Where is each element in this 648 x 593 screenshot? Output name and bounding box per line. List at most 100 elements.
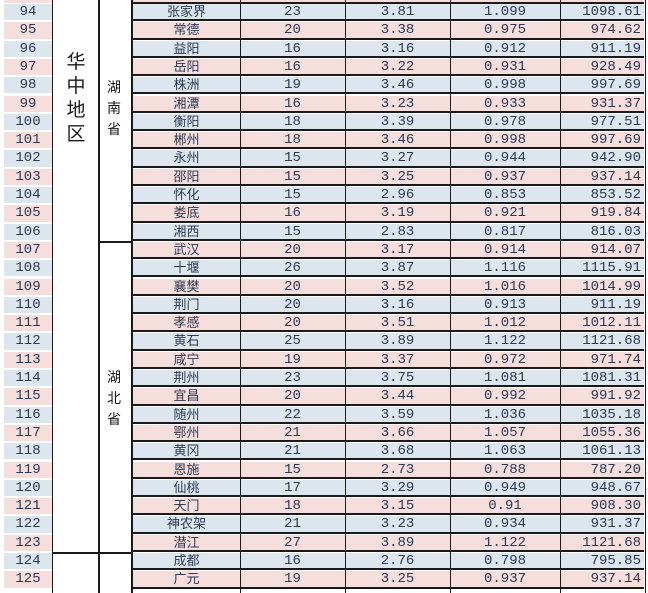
row-number: 113 [4, 351, 52, 369]
count-value: 21 [240, 443, 345, 461]
city-name: 武汉 [133, 241, 240, 260]
value-c: 1012.11 [560, 315, 644, 333]
city-name: 益阳 [133, 40, 240, 58]
value-c: 911.19 [560, 296, 644, 315]
value-b: 1.122 [450, 333, 560, 351]
count-value: 20 [240, 278, 345, 296]
partial-row-cell [240, 0, 345, 4]
count-value: 23 [240, 4, 345, 22]
value-c: 1098.61 [560, 4, 644, 22]
value-c: 931.37 [560, 516, 644, 534]
row-number: 108 [4, 260, 52, 278]
province-label-hunan: 湖南省 [107, 80, 121, 138]
count-value: 20 [240, 296, 345, 315]
value-a: 3.46 [345, 132, 450, 150]
row-number: 115 [4, 388, 52, 406]
count-value: 18 [240, 498, 345, 516]
count-value: 23 [240, 370, 345, 388]
partial-row-cell [345, 0, 450, 4]
row-number: 102 [4, 150, 52, 168]
partial-row-index [4, 0, 52, 4]
count-value: 17 [240, 479, 345, 498]
city-name: 神农架 [133, 516, 240, 534]
row-number: 96 [4, 40, 52, 58]
value-a: 2.83 [345, 223, 450, 241]
row-number: 117 [4, 424, 52, 443]
value-c: 942.90 [560, 150, 644, 168]
value-c: 937.14 [560, 168, 644, 186]
count-value: 19 [240, 351, 345, 369]
value-b: 0.978 [450, 113, 560, 132]
city-name: 黄冈 [133, 443, 240, 461]
value-a: 3.15 [345, 498, 450, 516]
value-b: 0.91 [450, 498, 560, 516]
row-number: 107 [4, 241, 52, 260]
partial-row-cell [450, 0, 560, 4]
value-a: 3.66 [345, 424, 450, 443]
city-name: 张家界 [133, 4, 240, 22]
region-label: 华中地区 [66, 51, 86, 145]
city-name: 成都 [133, 553, 240, 571]
city-name: 永州 [133, 150, 240, 168]
city-name: 衡阳 [133, 113, 240, 132]
value-c: 1035.18 [560, 406, 644, 424]
count-value: 25 [240, 333, 345, 351]
value-c: 997.69 [560, 132, 644, 150]
count-value: 15 [240, 223, 345, 241]
value-c: 948.67 [560, 479, 644, 498]
row-number: 118 [4, 443, 52, 461]
city-name: 宜昌 [133, 388, 240, 406]
row-number: 100 [4, 113, 52, 132]
city-name: 株洲 [133, 77, 240, 95]
value-a: 3.44 [345, 388, 450, 406]
column-divider [131, 0, 133, 593]
value-a: 3.16 [345, 296, 450, 315]
city-name: 郴州 [133, 132, 240, 150]
value-b: 1.081 [450, 370, 560, 388]
value-b: 0.912 [450, 40, 560, 58]
value-c: 1081.31 [560, 370, 644, 388]
value-c: 919.84 [560, 205, 644, 223]
value-b: 1.116 [450, 260, 560, 278]
count-value: 19 [240, 77, 345, 95]
value-a: 3.29 [345, 479, 450, 498]
partial-row-cell [560, 0, 644, 4]
count-value: 19 [240, 571, 345, 589]
row-number: 124 [4, 553, 52, 571]
value-c: 931.37 [560, 95, 644, 113]
value-b: 0.934 [450, 516, 560, 534]
row-number: 120 [4, 479, 52, 498]
city-name: 潜江 [133, 534, 240, 552]
count-value: 16 [240, 40, 345, 58]
row-number: 105 [4, 205, 52, 223]
value-a: 3.27 [345, 150, 450, 168]
count-value: 15 [240, 168, 345, 186]
region-divider [52, 552, 133, 554]
city-name: 岳阳 [133, 58, 240, 77]
city-name: 广元 [133, 571, 240, 589]
city-name: 十堰 [133, 260, 240, 278]
city-name: 襄樊 [133, 278, 240, 296]
value-c: 795.85 [560, 553, 644, 571]
row-number: 122 [4, 516, 52, 534]
column-divider [52, 0, 53, 593]
column-divider [345, 0, 346, 593]
value-c: 1061.13 [560, 443, 644, 461]
value-a: 3.46 [345, 77, 450, 95]
column-divider [450, 0, 451, 593]
value-a: 3.19 [345, 205, 450, 223]
count-value: 16 [240, 205, 345, 223]
value-a: 3.23 [345, 516, 450, 534]
value-b: 1.122 [450, 534, 560, 552]
count-value: 18 [240, 132, 345, 150]
row-number: 97 [4, 58, 52, 77]
row-number: 98 [4, 77, 52, 95]
count-value: 20 [240, 241, 345, 260]
city-name: 湘潭 [133, 95, 240, 113]
city-name: 怀化 [133, 187, 240, 205]
value-a: 3.38 [345, 22, 450, 40]
city-name: 荆门 [133, 296, 240, 315]
count-value: 15 [240, 187, 345, 205]
value-b: 1.099 [450, 4, 560, 22]
